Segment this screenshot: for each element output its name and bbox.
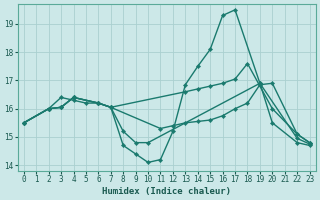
X-axis label: Humidex (Indice chaleur): Humidex (Indice chaleur) xyxy=(102,187,231,196)
